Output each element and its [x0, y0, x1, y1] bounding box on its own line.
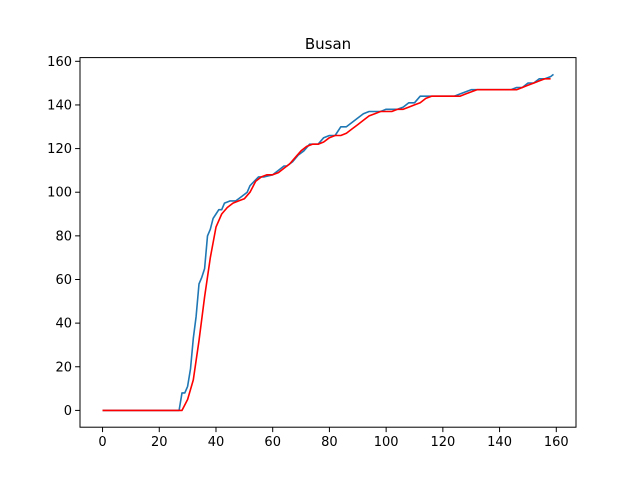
- y-tick-label: 120: [47, 142, 72, 157]
- plot-frame: [79, 57, 577, 428]
- x-tick-label: 100: [374, 435, 399, 450]
- y-tick-label: 40: [55, 317, 72, 332]
- y-tick-label: 160: [47, 55, 72, 70]
- x-tick-label: 40: [208, 435, 225, 450]
- x-tick-label: 160: [544, 435, 569, 450]
- x-tick-label: 120: [430, 435, 455, 450]
- x-tick-label: 60: [264, 435, 281, 450]
- y-tick-label: 80: [55, 229, 72, 244]
- y-tick-label: 140: [47, 98, 72, 113]
- series-layer: [102, 73, 554, 412]
- x-tick-label: 20: [151, 435, 168, 450]
- x-tick-label: 140: [487, 435, 512, 450]
- x-tick-label: 0: [98, 435, 106, 450]
- y-tick-label: 100: [47, 186, 72, 201]
- y-tick-label: 20: [55, 360, 72, 375]
- x-axis: 0 20 40 60 80 100 120 140 160: [98, 427, 569, 450]
- y-axis: 0 20 40 60 80 100 120 140 160: [47, 55, 80, 419]
- y-tick-label: 0: [64, 404, 72, 419]
- series-line-1: [102, 78, 551, 412]
- chart-title: Busan: [305, 35, 351, 53]
- x-tick-label: 80: [321, 435, 338, 450]
- y-tick-label: 60: [55, 273, 72, 288]
